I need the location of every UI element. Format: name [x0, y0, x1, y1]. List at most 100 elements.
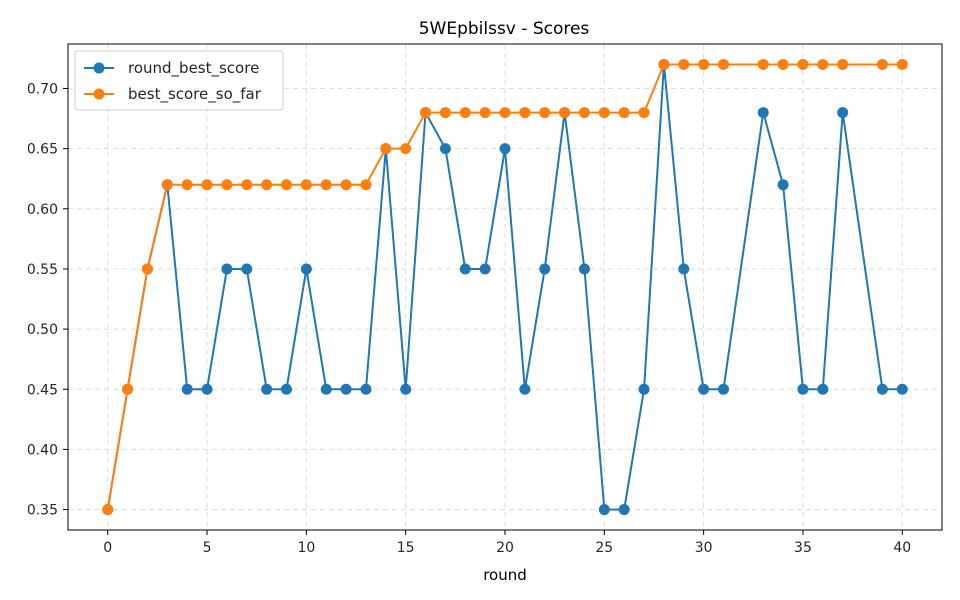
data-point: [141, 263, 153, 275]
data-point: [281, 179, 292, 191]
data-point: [221, 263, 233, 275]
data-point: [837, 58, 849, 70]
data-point: [439, 143, 451, 155]
y-tick-label: 0.65: [27, 142, 58, 158]
legend-marker: [93, 62, 105, 74]
data-point: [300, 179, 312, 191]
legend-marker: [93, 88, 105, 100]
data-point: [519, 107, 531, 119]
data-point: [340, 179, 352, 191]
data-point: [658, 58, 670, 70]
data-point: [459, 263, 471, 275]
data-point: [499, 143, 511, 155]
x-axis-label: round: [483, 566, 527, 584]
y-tick-label: 0.50: [27, 322, 58, 338]
data-point: [578, 263, 590, 275]
data-point: [102, 504, 114, 516]
x-tick-label: 20: [496, 540, 514, 556]
series-best_score_so_far: [102, 58, 908, 516]
data-point: [201, 179, 213, 191]
data-point: [678, 58, 690, 70]
data-point: [777, 179, 789, 191]
data-point: [181, 179, 193, 191]
data-point: [598, 504, 610, 516]
data-point: [896, 58, 908, 70]
x-tick-label: 10: [297, 540, 315, 556]
data-point: [578, 107, 590, 119]
data-point: [718, 58, 729, 70]
data-point: [439, 107, 451, 119]
data-point: [896, 383, 908, 395]
data-point: [281, 383, 292, 395]
data-point: [698, 383, 710, 395]
data-point: [459, 107, 471, 119]
x-tick-label: 35: [794, 540, 812, 556]
data-point: [161, 179, 173, 191]
data-point: [300, 263, 312, 275]
data-point: [757, 107, 769, 119]
data-point: [479, 263, 491, 275]
data-point: [400, 143, 412, 155]
data-point: [241, 179, 253, 191]
data-point: [499, 107, 511, 119]
series-layer: [102, 58, 908, 516]
data-point: [837, 107, 849, 119]
grid-lines: [68, 44, 942, 530]
data-point: [360, 179, 372, 191]
data-point: [479, 107, 491, 119]
data-point: [817, 58, 829, 70]
x-tick-label: 15: [397, 540, 415, 556]
axis-ticks: 0 5 10 15 20 25 30 35 40 0.35 0.40 0.45 0.50 0.55 0.60…: [27, 82, 911, 556]
data-point: [539, 107, 551, 119]
y-tick-label: 0.70: [27, 82, 58, 98]
data-point: [638, 383, 650, 395]
data-point: [420, 107, 432, 119]
y-tick-label: 0.35: [27, 503, 58, 519]
legend-box: [74, 50, 284, 111]
data-point: [797, 58, 809, 70]
x-tick-label: 30: [695, 540, 713, 556]
legend-label: round_best_score: [128, 59, 259, 78]
data-point: [598, 107, 610, 119]
x-tick-label: 40: [893, 540, 911, 556]
data-point: [261, 179, 273, 191]
data-point: [241, 263, 253, 275]
data-point: [400, 383, 412, 395]
chart-title: 5WEpbilssv - Scores: [419, 19, 590, 39]
data-point: [261, 383, 273, 395]
x-tick-label: 5: [203, 540, 212, 556]
y-tick-label: 0.60: [27, 202, 58, 218]
data-point: [797, 383, 809, 395]
data-point: [122, 383, 134, 395]
data-point: [698, 58, 710, 70]
data-point: [757, 58, 769, 70]
data-point: [320, 179, 332, 191]
data-point: [360, 383, 372, 395]
data-point: [320, 383, 332, 395]
data-point: [718, 383, 729, 395]
y-tick-label: 0.40: [27, 442, 58, 458]
data-point: [559, 107, 571, 119]
data-point: [638, 107, 650, 119]
series-round_best_score: [102, 58, 908, 516]
data-point: [181, 383, 193, 395]
x-tick-label: 25: [595, 540, 613, 556]
x-tick-label: 0: [103, 540, 112, 556]
data-point: [380, 143, 392, 155]
data-point: [876, 383, 888, 395]
data-point: [817, 383, 829, 395]
data-point: [618, 504, 630, 516]
data-point: [201, 383, 213, 395]
data-point: [876, 58, 888, 70]
legend-label: best_score_so_far: [128, 85, 262, 104]
y-tick-label: 0.55: [27, 262, 58, 278]
y-tick-label: 0.45: [27, 382, 58, 398]
data-point: [519, 383, 531, 395]
data-point: [340, 383, 352, 395]
legend: round_best_score best_score_so_far: [74, 50, 284, 111]
data-point: [678, 263, 690, 275]
data-point: [618, 107, 630, 119]
data-point: [221, 179, 233, 191]
data-point: [777, 58, 789, 70]
